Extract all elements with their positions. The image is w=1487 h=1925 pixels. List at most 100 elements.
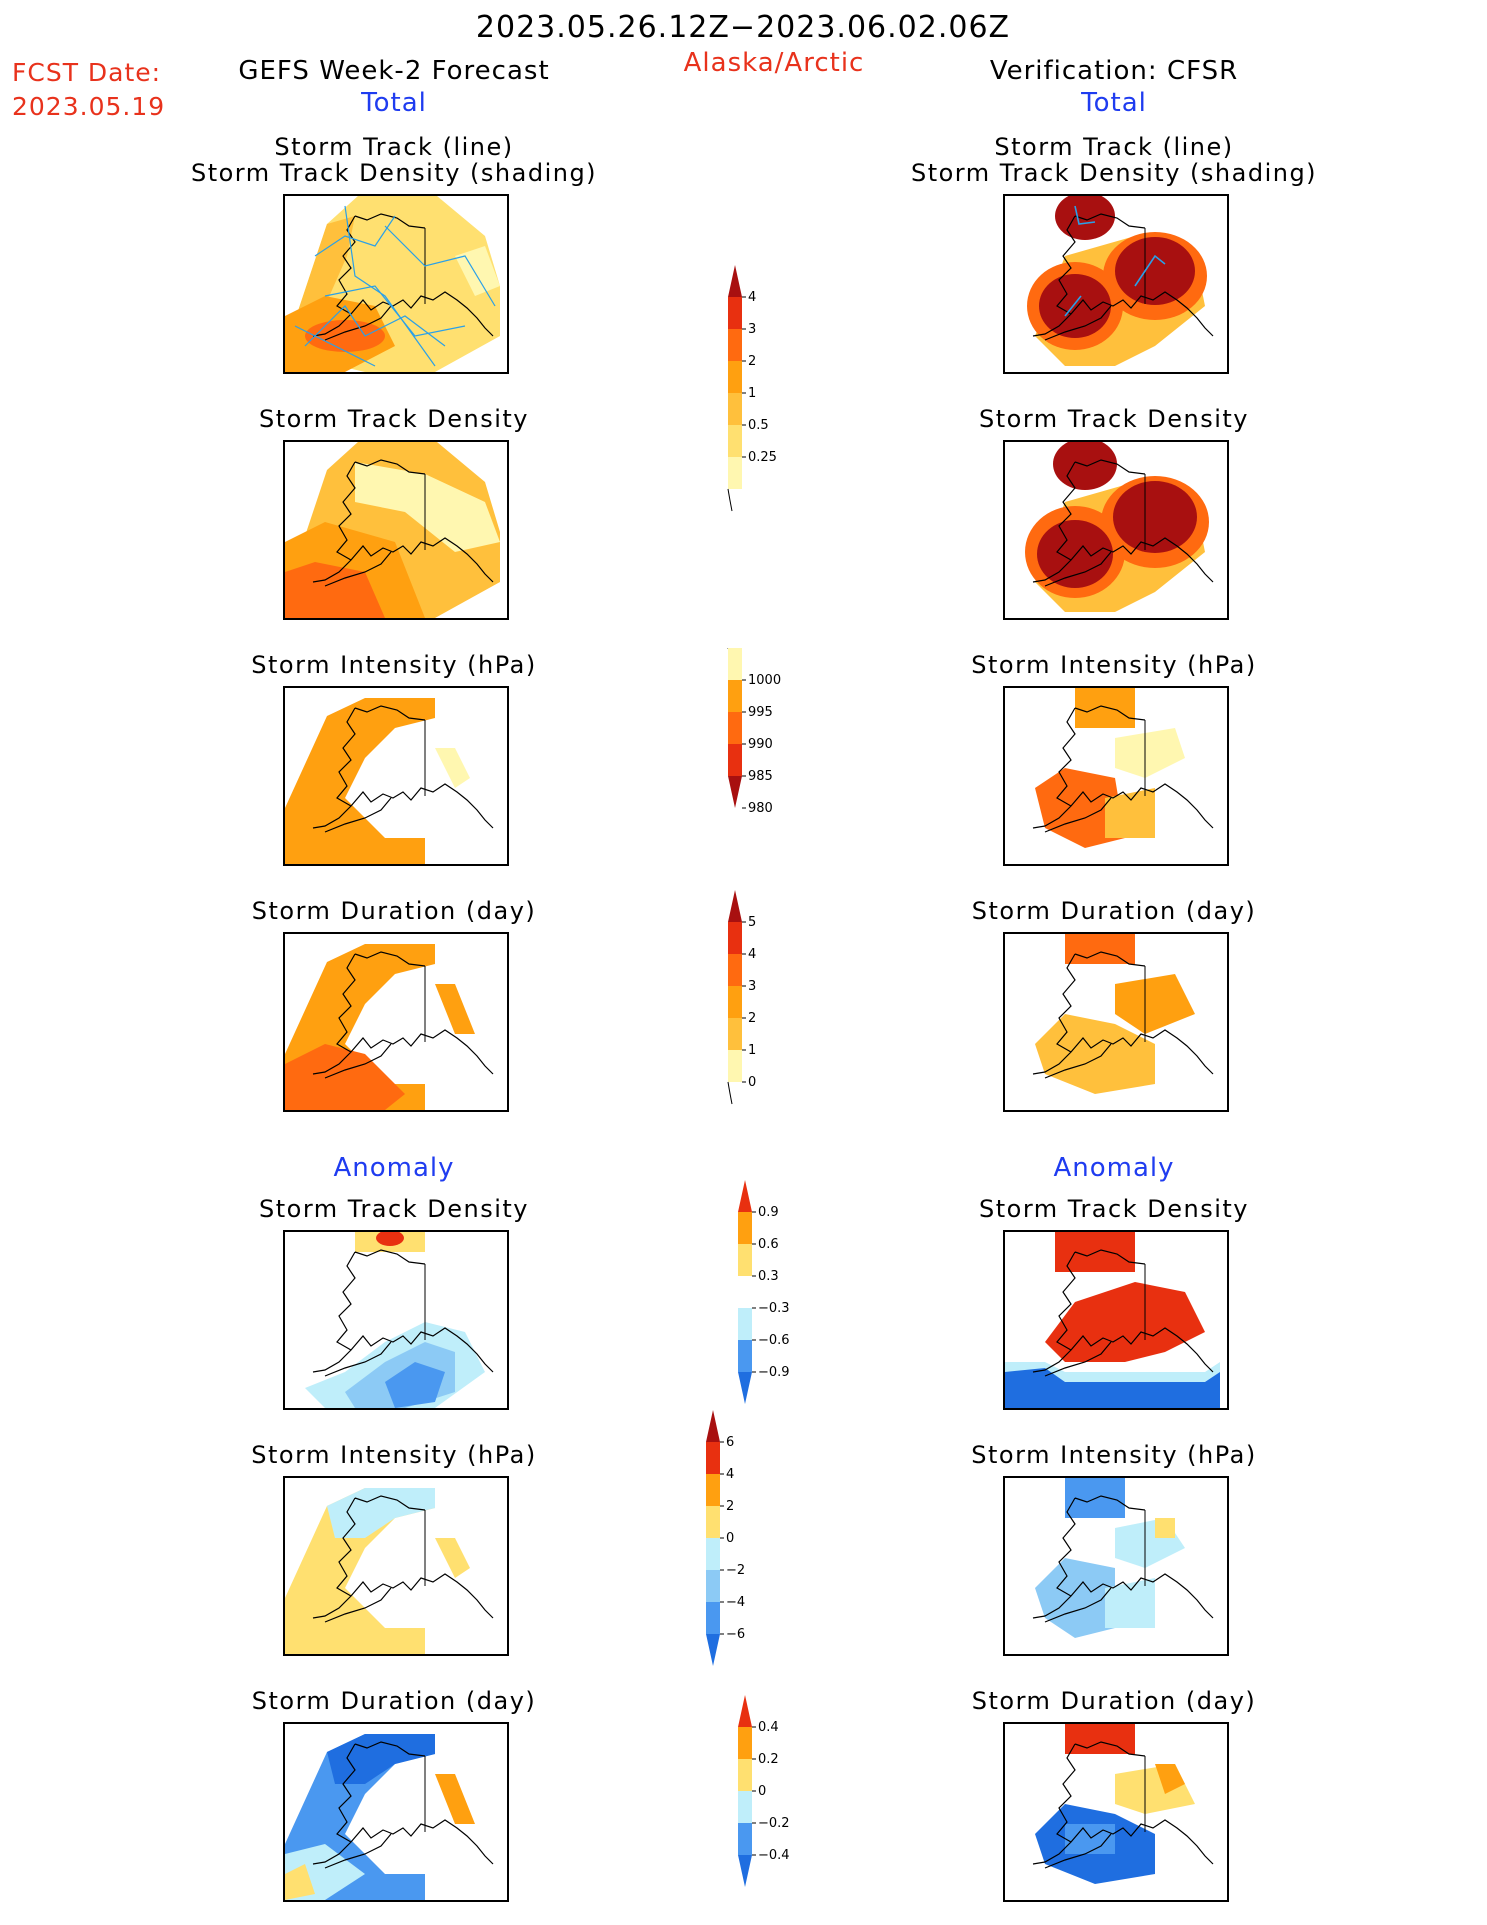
colorbar-segment (728, 1050, 742, 1082)
storm-track-line (1074, 205, 1096, 225)
right-total-label: Total (1081, 88, 1147, 118)
map-svg (1032, 1478, 1214, 1638)
colorbar-tick-label: 1 (748, 386, 756, 401)
colorbar-segment (728, 393, 742, 425)
colorbar-tick-label: 990 (748, 737, 773, 752)
colorbar-intensity-anomaly: 6 4 2 0 −2 −4 −6 (706, 1410, 745, 1666)
colorbar-tick-label: 0 (726, 1531, 734, 1546)
date-range: 2023.05.26.12Z−2023.06.02.06Z (475, 10, 1011, 45)
coastline (1032, 951, 1214, 1079)
right-anomaly-label: Anomaly (1053, 1153, 1175, 1183)
map-verification-duration (1003, 932, 1229, 1112)
map-verification-density-anomaly (1003, 1230, 1229, 1410)
colorbar-triangle-bottom (738, 1855, 752, 1887)
colorbar-triangle-top (728, 265, 742, 297)
colorbar-tick-label: 0 (758, 1784, 766, 1799)
map-svg (1032, 934, 1214, 1094)
colorbar-segment (738, 1340, 752, 1372)
shaded-area (385, 1362, 445, 1408)
coastline (1032, 705, 1214, 833)
colorbar-segment (728, 680, 742, 712)
right-duration-anom-title: Storm Duration (day) (971, 1687, 1257, 1715)
colorbar-tick-label: −0.6 (758, 1333, 790, 1348)
colorbar-tick-label: 0.5 (748, 418, 769, 433)
left-total-label: Total (361, 88, 427, 118)
shaded-area (376, 1232, 404, 1246)
map-verification-duration-anomaly (1003, 1722, 1229, 1902)
colorbar-duration: 5 4 3 2 1 0 (727, 890, 756, 1105)
shaded-area (285, 1488, 435, 1654)
shaded-area (1037, 520, 1113, 588)
shaded-area (1065, 1724, 1135, 1754)
map-svg (1025, 442, 1214, 612)
map-forecast-track (283, 194, 509, 374)
colorbar-tail (727, 1081, 733, 1105)
colorbar-triangle-top (706, 1410, 720, 1442)
colorbar-tick-label: 995 (748, 705, 773, 720)
colorbar-tick-label: 0.2 (758, 1752, 779, 1767)
colorbar-segment (706, 1474, 720, 1506)
map-verification-track (1003, 194, 1229, 374)
colorbar-segment (706, 1570, 720, 1602)
colorbar-segment (738, 1727, 752, 1759)
shaded-area (285, 562, 385, 618)
coastline (312, 951, 494, 1079)
shaded-area (1005, 1368, 1220, 1408)
left-intensity-anom-title: Storm Intensity (hPa) (251, 1441, 537, 1469)
map-svg (285, 442, 500, 618)
shaded-area (1155, 1764, 1185, 1794)
map-forecast-duration (283, 932, 509, 1112)
colorbar-tick-label: 6 (726, 1435, 734, 1450)
colorbar-tick-label: 2 (726, 1499, 734, 1514)
shaded-area (305, 320, 385, 352)
coastline (312, 459, 494, 587)
storm-track-line (314, 215, 396, 257)
colorbar-tick-label: 0.3 (758, 1269, 779, 1284)
left-intensity-title: Storm Intensity (hPa) (251, 651, 537, 679)
verification-title: Verification: CFSR (989, 56, 1239, 86)
colorbar-density-anomaly: 0.9 0.6 0.3 −0.3 −0.6 −0.9 (738, 1180, 790, 1404)
colorbar-triangle-bottom (728, 776, 742, 808)
fcst-date-label: FCST Date: (12, 58, 162, 87)
colorbar-tick-label: 4 (748, 290, 756, 305)
shaded-area (1115, 237, 1195, 305)
map-svg (1032, 688, 1214, 848)
left-anomaly-label: Anomaly (333, 1153, 455, 1183)
shaded-area (1035, 768, 1125, 848)
right-track-title: Storm Track (line) Storm Track Density (… (910, 133, 1318, 187)
colorbar-segment (728, 329, 742, 361)
colorbar-segment (706, 1538, 720, 1570)
colorbar-segment (728, 297, 742, 329)
storm-track-line (324, 285, 466, 337)
coastline (312, 1741, 494, 1869)
coastline (1032, 1495, 1214, 1623)
colorbar-segment (738, 1244, 752, 1276)
map-forecast-density (283, 440, 509, 620)
shaded-area (1045, 1282, 1205, 1362)
storm-track-line (1134, 254, 1166, 287)
colorbar-tick-label: 980 (748, 801, 773, 816)
map-forecast-intensity-anomaly (283, 1476, 509, 1656)
shaded-area (1105, 1578, 1155, 1628)
colorbar-tick-label: 2 (748, 354, 756, 369)
colorbar-tick-label: 4 (726, 1467, 734, 1482)
coastline (312, 1495, 494, 1623)
colorbar-tick-label: 0.25 (748, 450, 777, 465)
colorbar-tick-label: 0.6 (758, 1237, 779, 1252)
colorbar-tick-label: 2 (748, 1011, 756, 1026)
colorbar-segment (706, 1506, 720, 1538)
colorbar-tick-label: 0.4 (758, 1720, 779, 1735)
colorbar-triangle-bottom (738, 1372, 752, 1404)
region-title: Alaska/Arctic (683, 48, 865, 78)
colorbar-tick-label: 1 (748, 1043, 756, 1058)
map-svg (285, 196, 500, 372)
colorbar-segment (706, 1442, 720, 1474)
map-forecast-intensity (283, 686, 509, 866)
shaded-area (355, 462, 500, 552)
shaded-area (1053, 442, 1117, 490)
colorbar-triangle-bottom (706, 1634, 720, 1666)
colorbar-segment (728, 457, 742, 489)
map-forecast-density-anomaly (283, 1230, 509, 1410)
colorbar-tick-label: 4 (748, 947, 756, 962)
storm-track-line (1064, 295, 1082, 317)
